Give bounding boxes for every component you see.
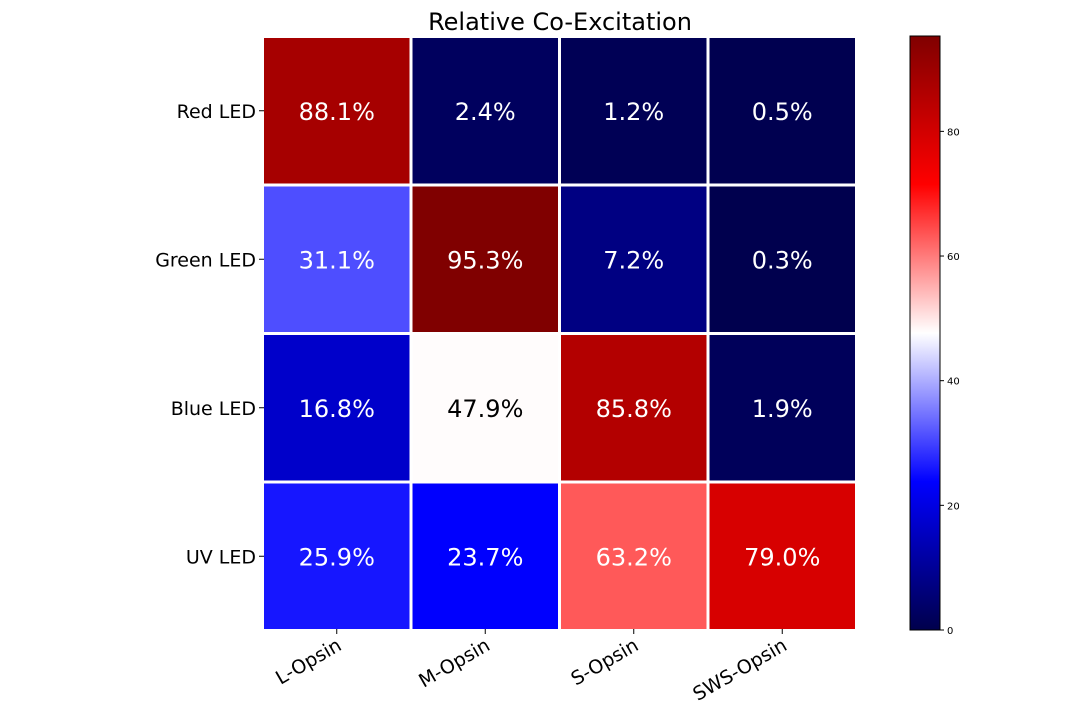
cell-value-label: 79.0% [744, 543, 820, 571]
cell-value-label: 0.3% [752, 246, 813, 274]
heatmap-cell [412, 483, 558, 629]
cell-value-label: 63.2% [596, 543, 672, 571]
colorbar-gradient [909, 35, 941, 631]
x-tick-label: SWS-Opsin [689, 634, 791, 705]
heatmap-cell [412, 186, 558, 332]
colorbar-tick-label: 40 [947, 377, 960, 388]
colorbar: 0 20 40 60 80 [909, 35, 960, 637]
x-tick-label: S-Opsin [567, 634, 642, 690]
heatmap-cell [264, 38, 410, 184]
cell-value-label: 2.4% [455, 98, 516, 126]
x-axis-labels: L-Opsin M-Opsin S-Opsin SWS-Opsin [272, 629, 791, 706]
cell-value-label: 47.9% [447, 395, 523, 423]
colorbar-tick-label: 0 [947, 626, 953, 637]
colorbar-tick-label: 60 [947, 252, 960, 263]
cell-value-label: 85.8% [596, 395, 672, 423]
x-tick-label: M-Opsin [415, 634, 494, 692]
heatmap-cell [264, 483, 410, 629]
heatmap-cell [561, 483, 707, 629]
y-tick-label: Green LED [155, 249, 256, 271]
heatmap-cell [412, 38, 558, 184]
heatmap-cell [709, 38, 855, 184]
heatmap-cell [709, 335, 855, 481]
heatmap-cells: 88.1% 2.4% 1.2% 0.5% 31.1% 95.3% 7.2% 0.3% 16.8%… [264, 38, 855, 629]
heatmap-cell [561, 335, 707, 481]
heatmap-cell [709, 483, 855, 629]
cell-value-label: 23.7% [447, 543, 523, 571]
cell-value-label: 1.9% [752, 395, 813, 423]
x-tick-label: L-Opsin [272, 634, 345, 689]
cell-value-label: 16.8% [299, 395, 375, 423]
heatmap-cell [264, 335, 410, 481]
y-tick-label: UV LED [186, 546, 256, 568]
heatmap-cell [709, 186, 855, 332]
heatmap-cell [561, 186, 707, 332]
cell-value-label: 0.5% [752, 98, 813, 126]
cell-value-label: 88.1% [299, 98, 375, 126]
y-axis-labels: Red LED Green LED Blue LED UV LED [155, 101, 264, 568]
heatmap-cell [561, 38, 707, 184]
cell-value-label: 7.2% [603, 246, 664, 274]
cell-value-label: 25.9% [299, 543, 375, 571]
y-tick-label: Blue LED [171, 398, 256, 420]
heatmap-cell [412, 335, 558, 481]
cell-value-label: 95.3% [447, 246, 523, 274]
colorbar-tick-label: 80 [947, 127, 960, 138]
y-tick-label: Red LED [177, 101, 256, 123]
chart-title: Relative Co-Excitation [428, 8, 692, 36]
colorbar-tick-label: 20 [947, 501, 960, 512]
cell-value-label: 1.2% [603, 98, 664, 126]
heatmap-cell [264, 186, 410, 332]
cell-value-label: 31.1% [299, 246, 375, 274]
